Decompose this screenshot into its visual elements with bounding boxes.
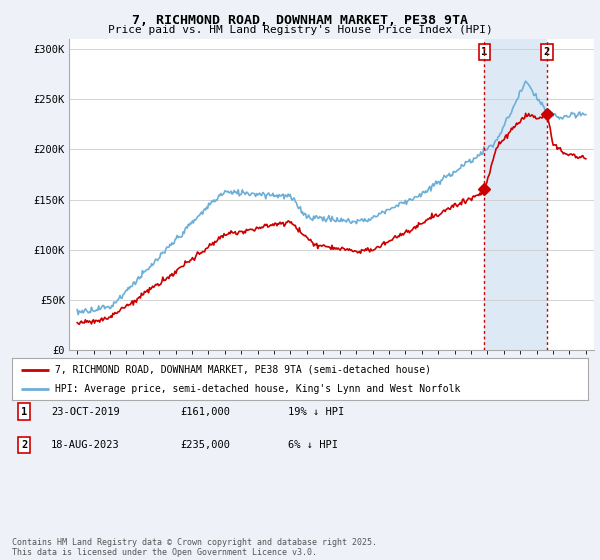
Text: 2: 2 xyxy=(21,440,27,450)
Text: 1: 1 xyxy=(21,407,27,417)
Text: Contains HM Land Registry data © Crown copyright and database right 2025.
This d: Contains HM Land Registry data © Crown c… xyxy=(12,538,377,557)
Text: £161,000: £161,000 xyxy=(180,407,230,417)
Text: 18-AUG-2023: 18-AUG-2023 xyxy=(51,440,120,450)
Text: HPI: Average price, semi-detached house, King's Lynn and West Norfolk: HPI: Average price, semi-detached house,… xyxy=(55,384,461,394)
Text: 1: 1 xyxy=(481,47,487,57)
Text: 2: 2 xyxy=(544,47,550,57)
Text: Price paid vs. HM Land Registry's House Price Index (HPI): Price paid vs. HM Land Registry's House … xyxy=(107,25,493,35)
Text: 7, RICHMOND ROAD, DOWNHAM MARKET, PE38 9TA (semi-detached house): 7, RICHMOND ROAD, DOWNHAM MARKET, PE38 9… xyxy=(55,365,431,375)
Text: 23-OCT-2019: 23-OCT-2019 xyxy=(51,407,120,417)
Text: 19% ↓ HPI: 19% ↓ HPI xyxy=(288,407,344,417)
Text: 7, RICHMOND ROAD, DOWNHAM MARKET, PE38 9TA: 7, RICHMOND ROAD, DOWNHAM MARKET, PE38 9… xyxy=(132,14,468,27)
Bar xyxy=(484,39,547,350)
Text: £235,000: £235,000 xyxy=(180,440,230,450)
Text: 6% ↓ HPI: 6% ↓ HPI xyxy=(288,440,338,450)
